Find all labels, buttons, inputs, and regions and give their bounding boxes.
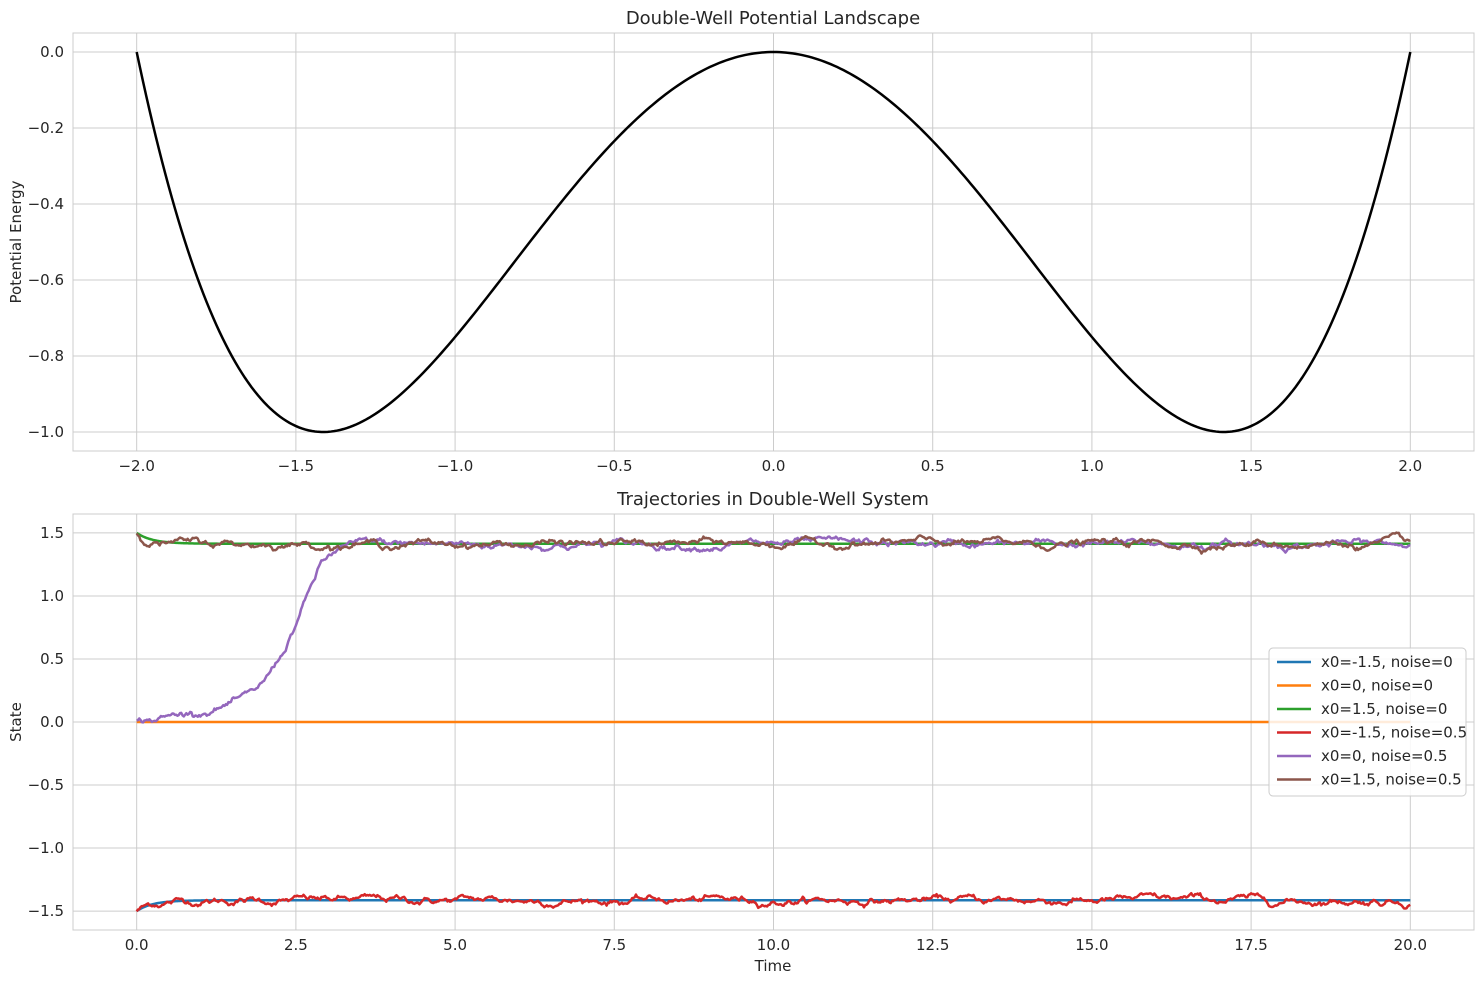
legend-box xyxy=(1268,647,1467,797)
x-tick-label: 10.0 xyxy=(757,936,790,954)
x-tick-label: −1.0 xyxy=(437,457,473,475)
potential-y-ticks: 0.0 −0.2 −0.4 −0.6 −0.8 −1.0 xyxy=(28,43,64,441)
legend-label: x0=0, noise=0 xyxy=(1321,677,1433,695)
x-tick-label: 7.5 xyxy=(602,936,626,954)
y-tick-label: 1.0 xyxy=(40,587,64,605)
y-tick-label: −0.2 xyxy=(28,119,64,137)
x-tick-label: 2.5 xyxy=(284,936,308,954)
trajectories-chart: 0.0 2.5 5.0 7.5 10.0 12.5 15.0 17.5 20.0 1.5 1.0 0… xyxy=(7,489,1475,975)
x-tick-label: −1.5 xyxy=(278,457,314,475)
trajectories-lines xyxy=(135,531,1411,913)
trajectory-line xyxy=(135,891,1411,913)
legend-label: x0=-1.5, noise=0.5 xyxy=(1321,724,1467,742)
y-tick-label: −0.8 xyxy=(28,347,64,365)
x-tick-label: 0.0 xyxy=(125,936,149,954)
x-tick-label: −2.0 xyxy=(118,457,154,475)
potential-x-ticks: −2.0 −1.5 −1.0 −0.5 0.0 0.5 1.0 1.5 2.0 xyxy=(118,457,1422,475)
y-tick-label: 0.0 xyxy=(40,43,64,61)
y-tick-label: 0.0 xyxy=(40,713,64,731)
potential-y-axis-label: Potential Energy xyxy=(7,180,25,303)
trajectories-legend: x0=-1.5, noise=0 x0=0, noise=0 x0=1.5, noi… xyxy=(1268,647,1467,797)
y-tick-label: −0.5 xyxy=(28,776,64,794)
potential-chart-title: Double-Well Potential Landscape xyxy=(626,8,920,29)
y-tick-label: −1.0 xyxy=(28,423,64,441)
x-tick-label: 15.0 xyxy=(1075,936,1108,954)
trajectories-chart-title: Trajectories in Double-Well System xyxy=(616,489,929,510)
legend-label: x0=0, noise=0.5 xyxy=(1321,747,1447,765)
x-tick-label: 1.5 xyxy=(1239,457,1263,475)
legend-label: x0=-1.5, noise=0 xyxy=(1321,653,1453,671)
x-tick-label: 5.0 xyxy=(443,936,467,954)
trajectories-y-ticks: 1.5 1.0 0.5 0.0 −0.5 −1.0 −1.5 xyxy=(28,524,64,920)
legend-label: x0=1.5, noise=0.5 xyxy=(1321,771,1462,789)
trajectories-y-axis-label: State xyxy=(7,702,25,742)
x-tick-label: 2.0 xyxy=(1398,457,1422,475)
trajectories-x-ticks: 0.0 2.5 5.0 7.5 10.0 12.5 15.0 17.5 20.0 xyxy=(125,936,1427,954)
potential-lines xyxy=(135,50,1412,434)
legend-label: x0=1.5, noise=0 xyxy=(1321,700,1447,718)
x-tick-label: 0.0 xyxy=(762,457,786,475)
y-tick-label: −1.5 xyxy=(28,902,64,920)
x-tick-label: 12.5 xyxy=(916,936,949,954)
y-tick-label: −0.6 xyxy=(28,271,64,289)
y-tick-label: 0.5 xyxy=(40,650,64,668)
trajectory-line xyxy=(135,531,1411,555)
y-tick-label: 1.5 xyxy=(40,524,64,542)
x-tick-label: 0.5 xyxy=(921,457,945,475)
x-tick-label: 20.0 xyxy=(1394,936,1427,954)
y-tick-label: −0.4 xyxy=(28,195,64,213)
potential-chart: −2.0 −1.5 −1.0 −0.5 0.0 0.5 1.0 1.5 2.0 0.0 −0.2 −… xyxy=(7,8,1475,475)
x-tick-label: 17.5 xyxy=(1234,936,1267,954)
x-tick-label: 1.0 xyxy=(1080,457,1104,475)
trajectories-x-axis-label: Time xyxy=(754,957,792,975)
potential-curve xyxy=(135,50,1412,434)
y-tick-label: −1.0 xyxy=(28,839,64,857)
x-tick-label: −0.5 xyxy=(596,457,632,475)
